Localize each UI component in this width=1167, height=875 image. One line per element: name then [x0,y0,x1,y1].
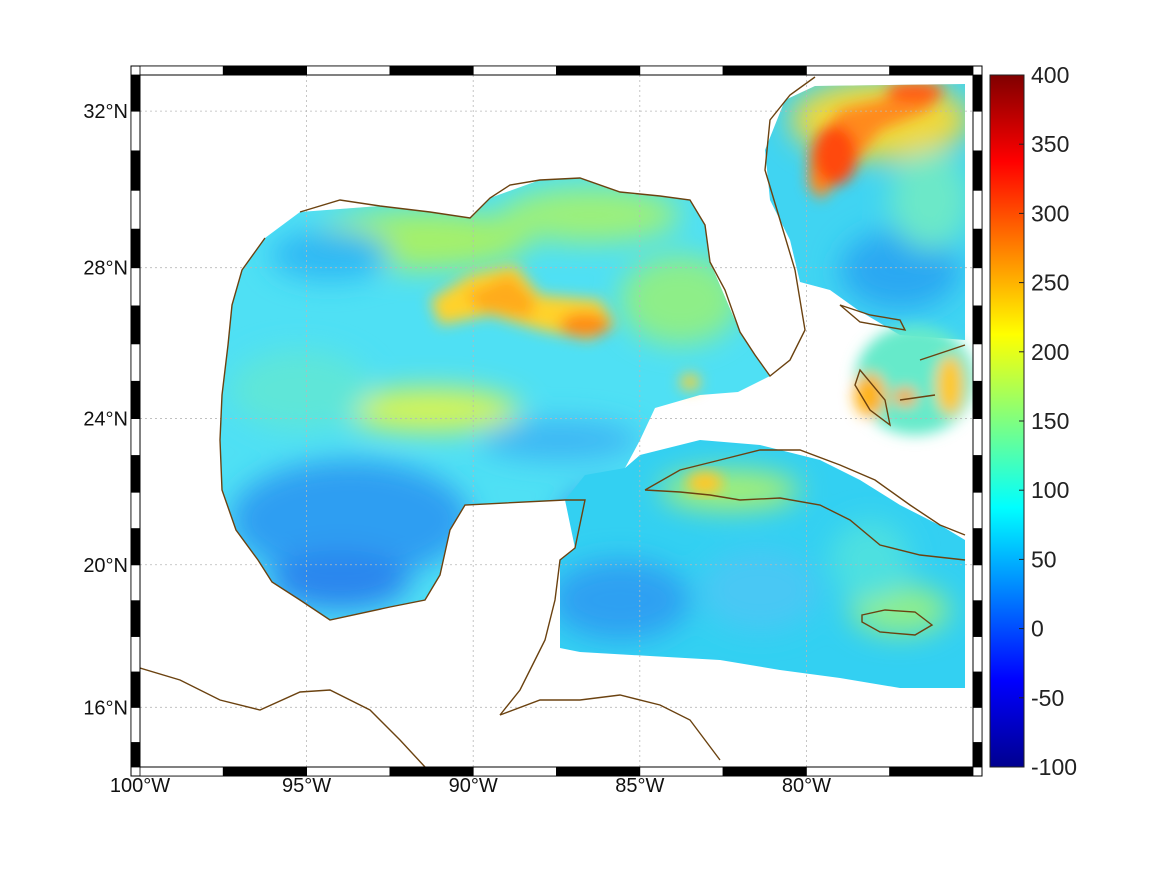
longitude-tick-label: 100°W [110,775,170,797]
frame-segment-left [130,564,141,602]
latitude-tick-label: 16°N [83,697,128,719]
frame-segment-left [130,189,141,230]
frame-segment-top [806,65,891,76]
coastlines [140,76,966,767]
latitude-tick-label: 24°N [83,409,128,431]
frame-segment-top [889,65,974,76]
frame-segment-right [972,150,983,191]
frame-segment-left [130,267,141,307]
frame-segment-right [972,564,983,602]
frame-segment-left [130,228,141,269]
latitude-tick-label: 32°N [83,101,128,123]
frame-segment-top [556,65,641,76]
frame-segment-right [972,455,983,493]
longitude-tick-label: 80°W [782,775,831,797]
frame-segment-left [130,706,141,743]
frame-segment-bottom [889,766,974,777]
frame-segment-left [130,671,141,708]
frame-segment-left [130,491,141,529]
colorbar-tick-label: 250 [1031,270,1069,296]
latitude-labels: 16°N 20°N 24°N 28°N 32°N [83,101,128,719]
frame-segment-left [130,150,141,191]
frame-segment-right [972,267,983,307]
frame-segment-right [972,110,983,152]
honduras-coast [499,694,721,761]
colorbar-tick-label: 100 [1031,477,1069,503]
frame-segment-left [130,742,141,768]
frame-inner-border [139,74,974,768]
frame-segment-top [139,65,224,76]
colorbar-ticks: 400 350 300 250 200 150 100 50 0 -50 -100 [1019,62,1077,780]
frame-segment-right [972,74,983,112]
frame-segment-right [972,418,983,456]
colorbar-tick-label: -50 [1031,685,1064,711]
frame-segment-left [130,343,141,382]
colorbar-tick-label: 350 [1031,131,1069,157]
frame-segment-top [639,65,724,76]
frame-segment-right [972,305,983,345]
longitude-tick-label: 90°W [449,775,498,797]
frame-segment-right [972,491,983,529]
longitude-labels: 100°W 95°W 90°W 85°W 80°W [110,775,831,797]
colorbar-gradient [989,74,1025,768]
latitude-tick-label: 28°N [83,258,128,280]
frame-segment-right [972,636,983,673]
frame-segment-left [130,600,141,637]
latitude-tick-label: 20°N [83,555,128,577]
frame-segment-right [972,343,983,382]
frame-segment-right [972,380,983,419]
map-frame [130,65,983,777]
frame-segment-top [306,65,391,76]
frame-segment-top [389,65,474,76]
frame-segment-left [130,110,141,152]
longitude-tick-label: 95°W [282,775,331,797]
frame-segment-right [972,671,983,708]
frame-segment-left [130,636,141,673]
frame-segment-right [972,742,983,768]
frame-segment-left [130,418,141,456]
frame-segment-left [130,74,141,112]
frame-segment-right [972,706,983,743]
frame-segment-top [472,65,557,76]
colorbar-tick-label: -100 [1031,754,1077,780]
colorbar-tick-label: 0 [1031,616,1044,642]
colorbar-tick-label: 200 [1031,339,1069,365]
colorbar-tick-label: 50 [1031,546,1057,572]
bahamas-coast [839,304,966,427]
colorbar-tick-label: 400 [1031,62,1069,88]
longitude-tick-label: 85°W [615,775,664,797]
jamaica-coast [861,609,934,636]
frame-segment-top [722,65,807,76]
frame-segment-left [130,455,141,493]
frame-segment-top [222,65,308,76]
colorbar-tick-label: 300 [1031,200,1069,226]
colorbar: 400 350 300 250 200 150 100 50 0 -50 -100 [989,62,1077,780]
atlantic-field [765,84,965,340]
central-america-coast [140,667,426,767]
cuba-coast [644,449,966,561]
frame-segment-left [130,528,141,566]
gulf-coast [219,237,586,716]
frame-segment-left [130,305,141,345]
us-gulf-coast [299,76,816,378]
colorbar-tick-label: 150 [1031,408,1069,434]
frame-segment-right [972,189,983,230]
caribbean-field [560,440,965,688]
frame-segment-left [130,380,141,419]
frame-segment-right [972,228,983,269]
frame-segment-right [972,528,983,566]
frame-segment-right [972,600,983,637]
gulf-of-mexico-field [220,178,770,620]
